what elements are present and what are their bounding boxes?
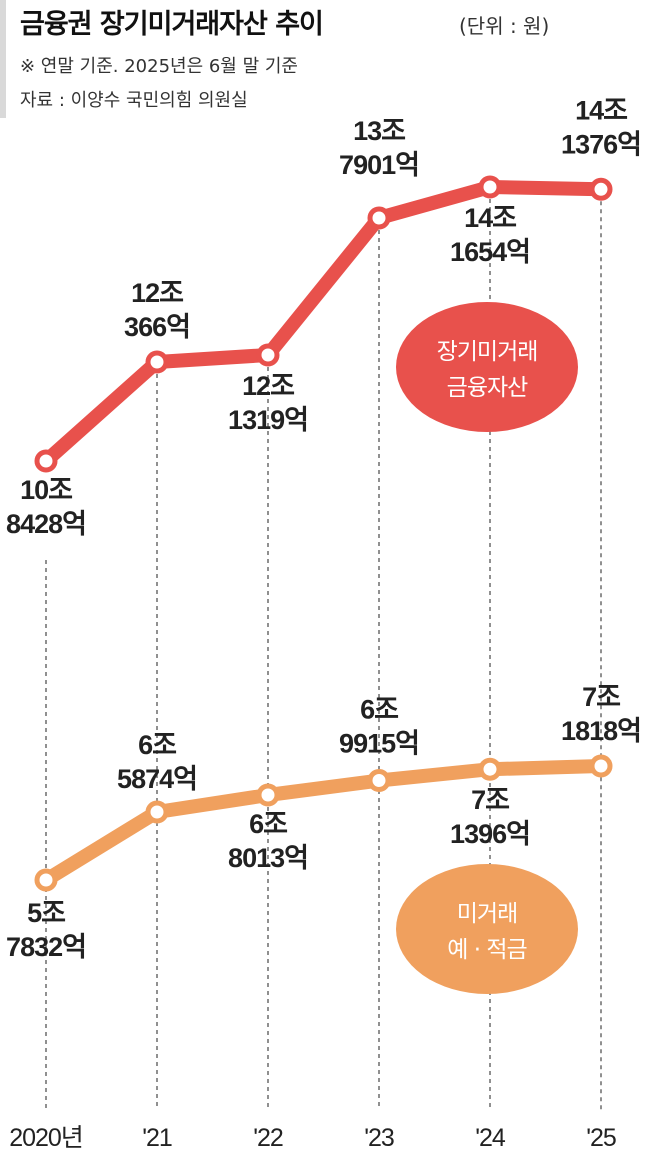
data-label: 366억 (124, 312, 190, 342)
series-line (39, 759, 608, 887)
data-point (145, 350, 169, 374)
series-badge (396, 864, 578, 994)
data-point (367, 769, 391, 793)
data-point (478, 757, 502, 781)
data-label: 1818억 (561, 716, 641, 746)
x-tick-label: '21 (142, 1124, 172, 1152)
data-label: 1654억 (450, 237, 530, 267)
data-point (34, 868, 58, 892)
data-label: 14조 (464, 203, 516, 233)
data-label: 5조 (27, 898, 65, 928)
data-label: 1376억 (561, 129, 641, 159)
data-label: 5874억 (117, 764, 197, 794)
series-badge-label: 장기미거래 (437, 339, 538, 365)
data-label: 6조 (138, 730, 176, 760)
x-axis-ticks: 2020년 '21 '22 '23 '24 '25 (9, 1124, 617, 1152)
data-label: 8428억 (6, 509, 86, 539)
data-label: 14조 (575, 95, 627, 125)
data-label: 1396억 (450, 819, 530, 849)
data-label: 7901억 (339, 150, 419, 180)
data-point (256, 783, 280, 807)
series-lines (39, 179, 608, 887)
data-labels: 10조 8428억 12조 366억 12조 1319억 13조 7901억 14조 1654억 1… (6, 95, 642, 962)
x-tick-label: 2020년 (9, 1124, 83, 1152)
data-label: 7조 (471, 785, 509, 815)
x-tick-label: '22 (253, 1124, 283, 1152)
base-note: ※ 연말 기준. 2025년은 6월 말 기준 (20, 56, 298, 77)
source-note: 자료 : 이양수 국민의힘 의원실 (20, 90, 248, 111)
data-point (478, 175, 502, 199)
data-label: 1319억 (228, 405, 308, 435)
series-badge (396, 302, 578, 432)
data-label: 6조 (249, 809, 287, 839)
data-point (256, 343, 280, 367)
unit-note: (단위 : 원) (459, 14, 549, 38)
data-points (34, 175, 613, 892)
data-label: 7832억 (6, 932, 86, 962)
data-label: 10조 (20, 475, 72, 505)
data-point (367, 206, 391, 230)
data-label: 13조 (353, 116, 405, 146)
x-tick-label: '25 (586, 1124, 616, 1152)
series-badge-label: 예 · 적금 (447, 937, 526, 963)
data-label: 12조 (131, 278, 183, 308)
data-point (589, 177, 613, 201)
x-tick-label: '24 (475, 1124, 506, 1152)
data-label: 12조 (242, 371, 294, 401)
data-label: 8013억 (228, 843, 308, 873)
data-point (34, 449, 58, 473)
data-label: 9915억 (339, 729, 419, 759)
data-point (589, 754, 613, 778)
series-badge-label: 미거래 (457, 901, 517, 927)
chart-title: 금융권 장기미거래자산 추이 (20, 9, 323, 40)
grid-lines (45, 198, 602, 1110)
data-label: 7조 (582, 682, 620, 712)
data-label: 6조 (360, 695, 398, 725)
data-point (145, 800, 169, 824)
series-badge-label: 금융자산 (447, 375, 528, 401)
header-left-bar (0, 0, 6, 118)
series-line (39, 179, 608, 468)
x-tick-label: '23 (364, 1124, 394, 1152)
